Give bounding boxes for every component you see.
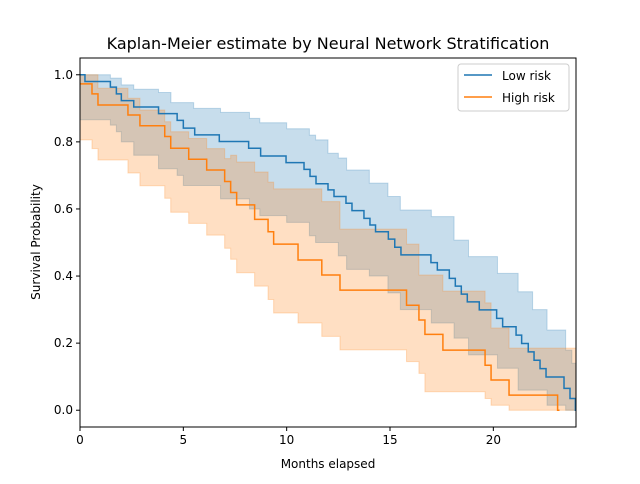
survival-line-high-risk: [80, 83, 560, 411]
survival-line-low-risk: [80, 74, 577, 411]
y-tick-label: 0.6: [54, 202, 73, 216]
x-tick-label: 20: [486, 433, 501, 447]
x-axis-ticks: 0 5 10 15 20: [76, 427, 501, 447]
y-tick-label: 0.2: [54, 336, 73, 350]
x-tick-label: 10: [279, 433, 294, 447]
y-axis-ticks: 0.0 0.2 0.4 0.6 0.8 1.0: [54, 68, 80, 417]
y-axis-label: Survival Probability: [29, 184, 43, 300]
x-tick-label: 15: [382, 433, 397, 447]
x-axis-label: Months elapsed: [281, 457, 376, 471]
y-tick-label: 0.4: [54, 269, 73, 283]
y-tick-label: 1.0: [54, 68, 73, 82]
legend: Low risk High risk: [457, 63, 570, 112]
x-tick-label: 0: [76, 433, 84, 447]
y-tick-label: 0.0: [54, 403, 73, 417]
legend-label-high-risk: High risk: [502, 91, 555, 105]
chart-title: Kaplan-Meier estimate by Neural Network …: [107, 34, 550, 53]
plot-frame: [79, 57, 577, 428]
x-tick-label: 5: [180, 433, 188, 447]
survival-curves: [80, 74, 577, 411]
legend-label-low-risk: Low risk: [502, 69, 551, 83]
y-tick-label: 0.8: [54, 135, 73, 149]
